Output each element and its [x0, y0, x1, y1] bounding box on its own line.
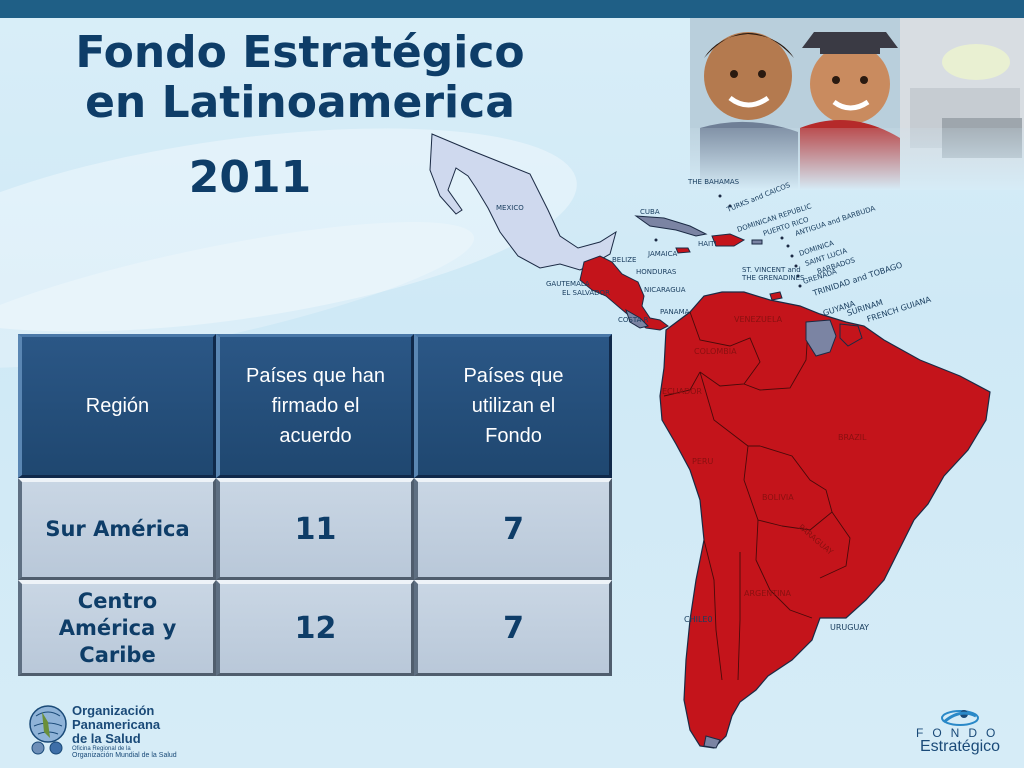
using-count: 7	[503, 611, 524, 646]
header-region: Región	[18, 334, 216, 478]
table-row-region: Centro América y Caribe	[18, 580, 216, 676]
svg-text:GAUTEMALA: GAUTEMALA	[546, 280, 590, 288]
table-row-using: 7	[414, 580, 612, 676]
signed-count: 12	[294, 611, 337, 646]
region-label: Sur América	[45, 517, 190, 541]
svg-text:PERU: PERU	[692, 457, 713, 466]
header-signed: Países que han firmado el acuerdo	[216, 334, 414, 478]
svg-text:CHILE0: CHILE0	[684, 615, 713, 624]
svg-text:ST. VINCENT and: ST. VINCENT and	[742, 266, 801, 274]
svg-text:ECUADOR: ECUADOR	[662, 387, 702, 396]
svg-text:MEXICO: MEXICO	[496, 204, 524, 212]
svg-text:BRAZIL: BRAZIL	[838, 433, 867, 442]
country-costa-rica	[625, 308, 649, 329]
top-bar	[0, 0, 1024, 18]
svg-text:URUGUAY: URUGUAY	[830, 623, 869, 632]
table-row-signed: 11	[216, 478, 414, 580]
paho-name-line-2: Panamericana	[72, 717, 161, 732]
svg-text:BOLIVIA: BOLIVIA	[762, 493, 794, 502]
svg-text:EL SALVADOR: EL SALVADOR	[562, 289, 610, 297]
svg-text:PANAMA: PANAMA	[660, 308, 690, 316]
latin-america-map: MEXICO THE BAHAMAS CUBA TURKS and CAICOS…	[429, 133, 991, 749]
svg-text:COSTA R: COSTA R	[618, 316, 649, 324]
children-photo	[690, 18, 1024, 190]
table-row-using: 7	[414, 478, 612, 580]
year-label: 2011	[188, 152, 312, 203]
country-guyana	[805, 319, 837, 357]
country-dominican-republic	[711, 233, 746, 247]
svg-text:HAITI: HAITI	[698, 240, 716, 248]
svg-text:BELIZE: BELIZE	[612, 256, 636, 264]
paho-name: Organización Panamericana de la Salud	[72, 704, 160, 746]
country-borders	[663, 311, 851, 681]
svg-text:NICARAGUA: NICARAGUA	[644, 286, 686, 294]
country-trinidad	[769, 291, 783, 301]
svg-text:ARGENTINA: ARGENTINA	[744, 589, 792, 598]
country-french-guiana	[839, 323, 863, 347]
svg-text:HONDURAS: HONDURAS	[636, 268, 677, 276]
svg-text:COLOMBIA: COLOMBIA	[694, 347, 737, 356]
title-line-2: en Latinoamerica	[85, 77, 515, 128]
country-central-america	[579, 255, 669, 331]
signed-count: 11	[294, 512, 337, 547]
paho-subtitle-1: Oficina Regional de la	[72, 746, 131, 752]
fondo-word: FONDO	[916, 726, 1005, 740]
country-puerto-rico	[751, 239, 763, 245]
table-row-region: Sur América	[18, 478, 216, 580]
estrategico-word: Estratégico	[920, 738, 1001, 755]
country-south-america	[659, 291, 991, 749]
paho-name-line-3: de la Salud	[72, 731, 141, 746]
svg-text:THE GRENADINES: THE GRENADINES	[741, 274, 805, 282]
countries-table: Región Países que han firmado el acuerdo…	[18, 334, 612, 676]
header-using: Países que utilizan el Fondo	[414, 334, 612, 478]
paho-logo	[29, 705, 67, 755]
region-label: Centro América y Caribe	[58, 589, 177, 667]
country-cuba	[634, 215, 708, 237]
page-title: Fondo Estratégico en Latinoamerica	[40, 28, 560, 128]
svg-text:JAMAICA: JAMAICA	[647, 250, 678, 258]
country-mexico	[429, 133, 617, 271]
table-row-signed: 12	[216, 580, 414, 676]
svg-text:VENEZUELA: VENEZUELA	[734, 315, 783, 324]
country-chile-tip	[703, 735, 721, 749]
title-line-1: Fondo Estratégico	[75, 27, 525, 78]
paho-name-line-1: Organización	[72, 703, 155, 718]
fondo-estrategico-logo	[941, 710, 979, 726]
lesser-antilles	[654, 194, 802, 288]
using-count: 7	[503, 512, 524, 547]
paho-subtitle-2: Organización Mundial de la Salud	[72, 752, 177, 759]
country-jamaica	[675, 247, 691, 254]
svg-text:CUBA: CUBA	[640, 208, 660, 216]
svg-text:THE BAHAMAS: THE BAHAMAS	[687, 178, 740, 186]
